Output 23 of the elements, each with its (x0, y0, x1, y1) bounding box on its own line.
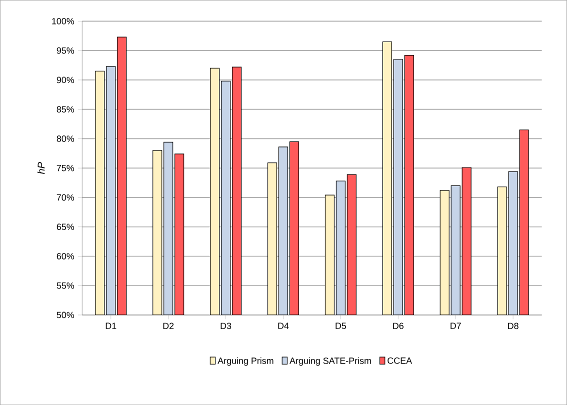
y-tick-label: 65% (56, 224, 74, 230)
x-tick-label: D7 (450, 322, 461, 329)
legend-label: CCEA (388, 357, 412, 364)
legend-label: Arguing Prism (218, 357, 274, 366)
y-tick-label: 55% (56, 282, 74, 289)
x-tick-label: D1 (106, 322, 116, 329)
y-tick-label: 80% (56, 135, 74, 142)
x-tick-label: D5 (336, 322, 346, 329)
x-tick-label: D6 (393, 322, 404, 330)
y-axis-title: hP (37, 162, 45, 174)
y-tick-label: 85% (56, 106, 74, 112)
legend-label: Arguing SATE-Prism (290, 357, 371, 366)
y-tick-label: 75% (56, 164, 74, 172)
x-tick-label: D2 (163, 322, 174, 329)
y-tick-label: 70% (56, 194, 74, 201)
x-tick-label: D8 (508, 322, 518, 330)
y-tick-label: 95% (56, 47, 74, 54)
x-tick-label: D3 (220, 322, 232, 330)
y-tick-label: 100% (52, 18, 74, 24)
y-tick-label: 90% (56, 76, 74, 84)
y-tick-label: 60% (56, 252, 74, 260)
y-tick-label: 50% (56, 312, 74, 318)
x-tick-label: D4 (278, 322, 289, 329)
